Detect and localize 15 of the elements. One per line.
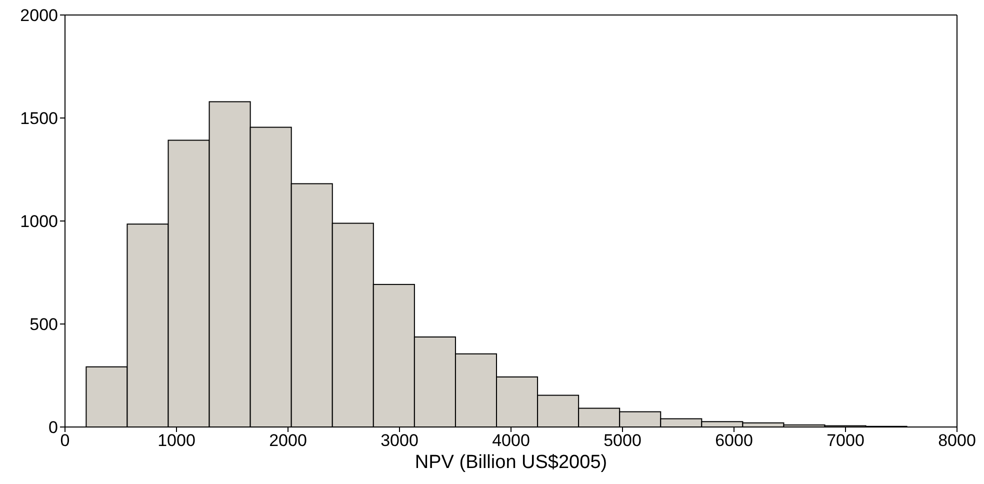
x-tick-label: 7000 [826,431,864,450]
x-tick-label: 8000 [938,431,976,450]
y-tick-label: 1000 [20,212,58,232]
y-tick-label: 0 [48,418,58,438]
x-tick-label: 4000 [492,431,530,450]
x-tick-label: 0 [60,431,70,450]
x-tick-label: 2000 [269,431,307,450]
y-tick-label: 2000 [20,6,58,26]
y-tick-label: 1500 [20,109,58,128]
x-tick-label: 6000 [715,431,753,450]
x-tick-label: 3000 [380,431,418,450]
x-tick-label: 1000 [158,431,196,450]
x-axis-title: NPV (Billion US$2005) [414,452,608,473]
x-tick-label: 5000 [604,431,642,450]
y-tick-label: 500 [30,315,58,334]
